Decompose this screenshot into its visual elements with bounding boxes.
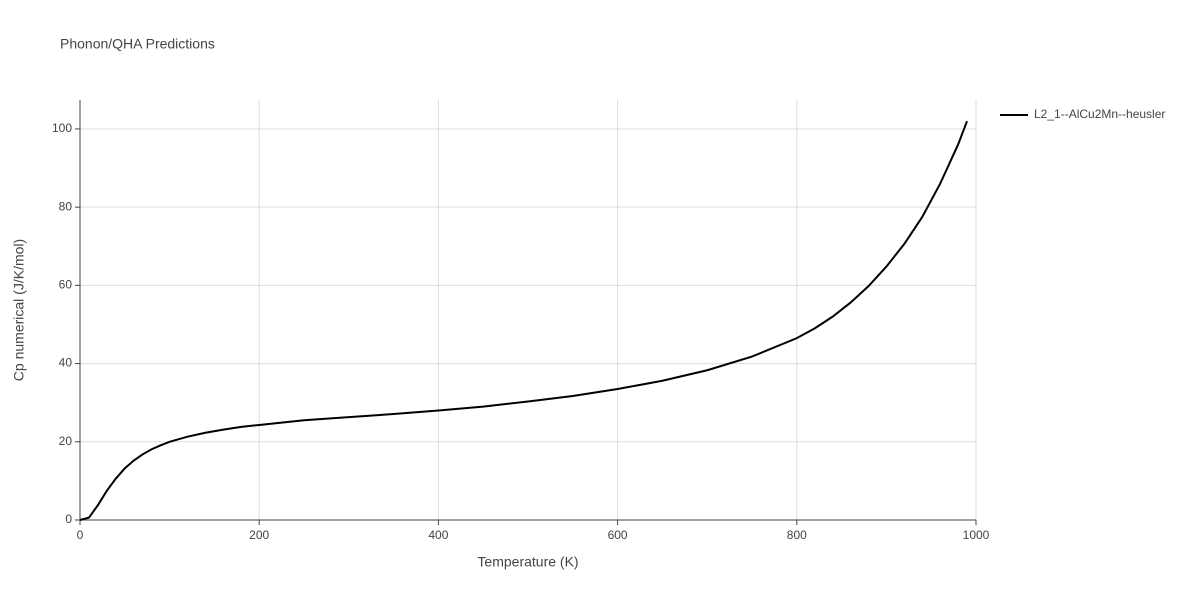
x-tick-label: 400 xyxy=(428,528,448,542)
x-tick-label: 200 xyxy=(249,528,269,542)
y-tick-label: 20 xyxy=(59,434,73,448)
x-tick-label: 600 xyxy=(608,528,628,542)
y-tick-label: 0 xyxy=(65,512,72,526)
y-tick-label: 100 xyxy=(52,121,72,135)
x-tick-label: 0 xyxy=(77,528,84,542)
x-tick-label: 800 xyxy=(787,528,807,542)
x-axis-label: Temperature (K) xyxy=(477,554,578,570)
x-tick-label: 1000 xyxy=(963,528,990,542)
y-tick-label: 60 xyxy=(59,278,73,292)
y-axis-label: Cp numerical (J/K/mol) xyxy=(11,239,27,381)
legend-label: L2_1--AlCu2Mn--heusler xyxy=(1034,107,1165,121)
line-series xyxy=(79,120,968,521)
y-tick-label: 40 xyxy=(59,356,73,370)
y-tick-label: 80 xyxy=(59,199,73,213)
chart-title: Phonon/QHA Predictions xyxy=(60,36,215,52)
